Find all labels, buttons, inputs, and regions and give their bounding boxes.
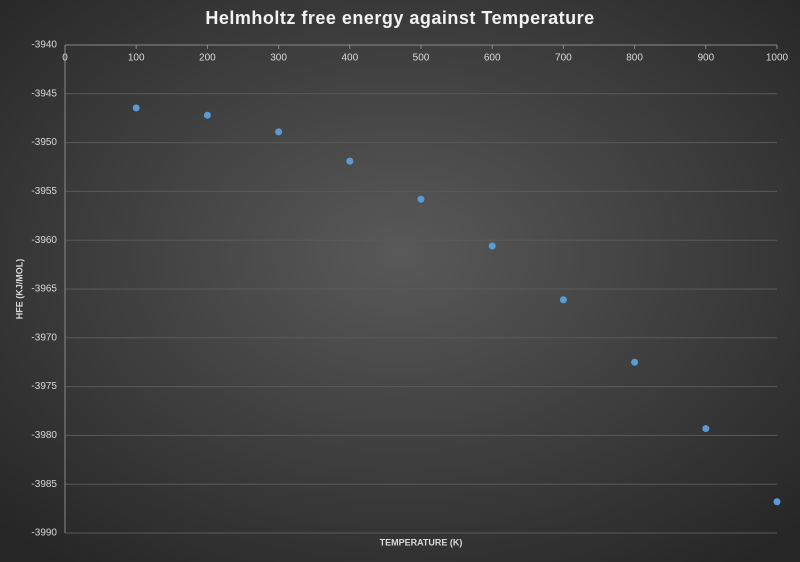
x-axis-title: TEMPERATURE (K) bbox=[380, 537, 463, 547]
x-tick-label: 1000 bbox=[766, 53, 789, 64]
x-tick-label: 500 bbox=[413, 53, 430, 64]
x-tick-label: 200 bbox=[199, 53, 216, 64]
point bbox=[702, 425, 710, 433]
y-tick-label: -3985 bbox=[31, 479, 57, 490]
point bbox=[773, 498, 781, 506]
chart-title: Helmholtz free energy against Temperatur… bbox=[205, 8, 594, 28]
point bbox=[132, 104, 140, 112]
y-tick-label: -3970 bbox=[31, 332, 57, 343]
y-tick-label: -3955 bbox=[31, 186, 57, 197]
y-tick-label: -3975 bbox=[31, 381, 57, 392]
point bbox=[631, 358, 639, 366]
point bbox=[275, 128, 283, 136]
point bbox=[346, 157, 354, 165]
y-tick-label: -3945 bbox=[31, 88, 57, 99]
x-tick-label: 900 bbox=[697, 53, 714, 64]
y-tick-label: -3940 bbox=[31, 40, 57, 51]
point bbox=[559, 296, 567, 304]
y-tick-label: -3990 bbox=[31, 528, 57, 539]
x-tick-label: 400 bbox=[341, 53, 358, 64]
point bbox=[203, 111, 211, 119]
x-tick-label: 700 bbox=[555, 53, 572, 64]
y-tick-label: -3960 bbox=[31, 235, 57, 246]
x-tick-label: 600 bbox=[484, 53, 501, 64]
y-tick-label: -3980 bbox=[31, 430, 57, 441]
y-axis-title: HFE (KJ/MOL) bbox=[14, 259, 24, 320]
x-tick-label: 300 bbox=[270, 53, 287, 64]
point bbox=[417, 195, 425, 203]
x-tick-label: 0 bbox=[62, 53, 68, 64]
y-tick-label: -3950 bbox=[31, 137, 57, 148]
y-tick-label: -3965 bbox=[31, 284, 57, 295]
x-tick-label: 800 bbox=[626, 53, 643, 64]
x-tick-label: 100 bbox=[128, 53, 145, 64]
point bbox=[488, 242, 496, 250]
